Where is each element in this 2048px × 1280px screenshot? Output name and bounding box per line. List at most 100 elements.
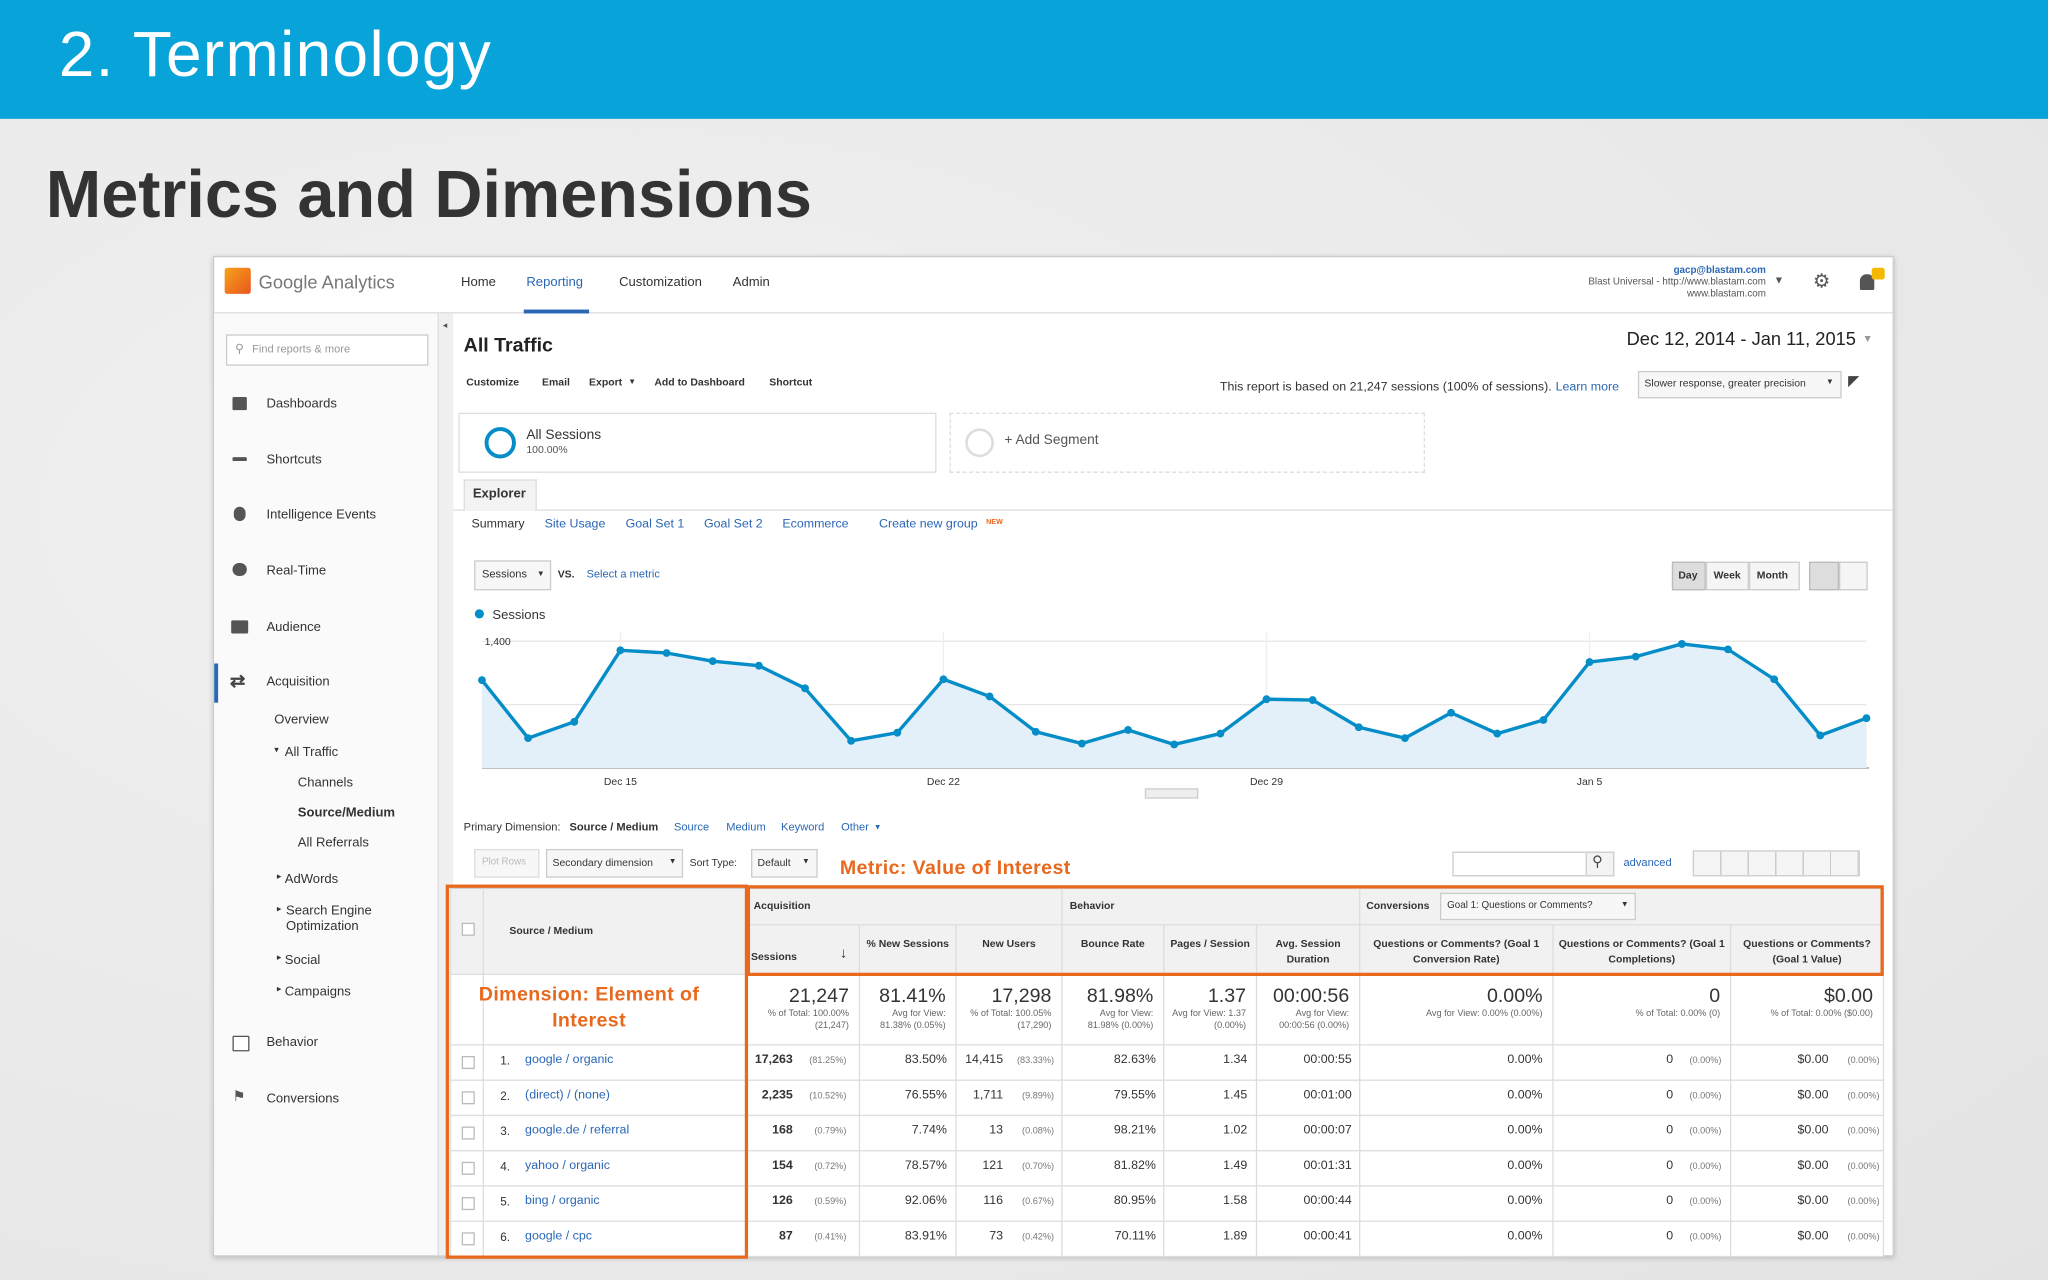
toolbar-item[interactable]: Customize [466, 376, 520, 388]
header-bar [0, 0, 2048, 119]
toolbar-item[interactable]: Export [589, 376, 623, 388]
subtab[interactable]: Summary [471, 517, 525, 532]
sidebar-item[interactable]: Search Engine Optimization [286, 903, 372, 934]
dimension-option[interactable]: Source [673, 820, 710, 834]
row-share: (0.70%) [1022, 1162, 1055, 1172]
row-value: 1,711 [972, 1087, 1004, 1103]
subtab[interactable]: Site Usage [544, 517, 606, 532]
segment-slot[interactable] [949, 412, 1425, 473]
row-share: (0.00%) [1847, 1091, 1880, 1102]
sidebar-item[interactable]: Campaigns [284, 984, 351, 1000]
total-value: 00:00:56 [1272, 984, 1350, 1008]
row-share: (0.42%) [1022, 1232, 1055, 1243]
advanced[interactable]: advanced [1623, 855, 1672, 869]
sidebar-item[interactable]: Channels [297, 775, 353, 791]
row-value: 00:00:41 [1303, 1229, 1352, 1244]
toolbar-item[interactable]: Email [542, 376, 570, 388]
row-value: 126 [772, 1193, 793, 1209]
plot-rows: Plot Rows [481, 855, 527, 868]
icon [232, 1035, 250, 1052]
chart-type-button[interactable] [1839, 561, 1868, 591]
logo-icon [224, 267, 251, 294]
icon [232, 562, 247, 576]
segment[interactable] [458, 412, 937, 473]
caret: ▾ [274, 745, 279, 755]
sidebar-collapse[interactable] [437, 313, 454, 1256]
sidebar-item[interactable]: Social [284, 953, 321, 968]
sidebar-item[interactable]: All Traffic [284, 745, 339, 761]
account-email[interactable]: gacp@blastam.com [1673, 263, 1766, 276]
dimension-option[interactable]: Medium [726, 820, 766, 834]
sidebar-item[interactable]: Dashboards [266, 397, 337, 412]
interval-button[interactable] [1748, 561, 1800, 591]
row-value: 76.55% [904, 1087, 947, 1103]
sidebar-item[interactable]: Acquisition [266, 675, 330, 690]
nav-item[interactable]: Customization [619, 275, 702, 290]
sidebar-item[interactable]: Shortcuts [266, 453, 322, 468]
interval-button[interactable] [1705, 561, 1749, 591]
search-box[interactable] [225, 334, 429, 366]
row-share: (0.00%) [1847, 1232, 1880, 1243]
add-segment[interactable]: + Add Segment [1004, 432, 1099, 448]
view-buttons[interactable] [1692, 850, 1860, 877]
sidebar-item[interactable]: Real-Time [266, 564, 327, 579]
nav-item[interactable]: Home [461, 275, 496, 290]
total-subtext: % of Total: 100.05% (17,290) [970, 1009, 1052, 1031]
dimension-option[interactable]: Other [841, 820, 869, 834]
row-share: (0.00%) [1689, 1162, 1722, 1172]
chart-type-button[interactable] [1808, 561, 1840, 591]
row-dimension: google / cpc [525, 1229, 592, 1244]
row-value: 0 [1666, 1087, 1674, 1103]
row-dimension: (direct) / (none) [525, 1087, 610, 1103]
toolbar-item[interactable]: Shortcut [769, 376, 813, 388]
row-rank: 6. [500, 1230, 511, 1244]
sidebar-item[interactable]: Source/Medium [297, 805, 396, 821]
sidebar-item[interactable]: Intelligence Events [266, 508, 377, 523]
sidebar-item[interactable]: All Referrals [297, 835, 369, 851]
secondary-dimension: Secondary dimension [552, 856, 653, 869]
sidebar-item[interactable]: Audience [266, 620, 321, 635]
nav-item[interactable]: Reporting [526, 275, 583, 290]
search-button[interactable] [1585, 851, 1615, 877]
account-property[interactable]: Blast Universal - http://www.blastam.com [1588, 275, 1766, 288]
row-value: 83.50% [904, 1052, 947, 1068]
dimension-option[interactable]: Keyword [781, 820, 825, 834]
interval-button[interactable] [1671, 561, 1706, 591]
sidebar-item[interactable]: Behavior [266, 1035, 318, 1051]
report-title: All Traffic [463, 334, 553, 357]
divider [453, 509, 1893, 511]
sort-dropdown[interactable] [751, 848, 818, 878]
sidebar-item[interactable]: Overview [274, 713, 329, 728]
precision-dropdown[interactable] [1637, 370, 1842, 399]
select-metric[interactable]: Select a metric [586, 566, 660, 580]
precision-icon: ◤ [1848, 373, 1860, 390]
bell-icon[interactable] [1859, 274, 1875, 290]
caret: ▸ [276, 953, 282, 963]
subtab[interactable]: Goal Set 2 [703, 517, 763, 532]
plot-rows-button[interactable] [474, 848, 540, 878]
secondary-dropdown[interactable] [545, 848, 684, 878]
account-view[interactable]: www.blastam.com [1686, 287, 1766, 300]
settings-icon[interactable]: ⚙ [1812, 270, 1831, 293]
toolbar-item[interactable]: Add to Dashboard [654, 376, 745, 388]
learn-more[interactable]: Learn more [1555, 380, 1620, 395]
subtab[interactable]: Ecommerce [782, 517, 849, 532]
date-range[interactable]: Dec 12, 2014 - Jan 11, 2015 [1626, 327, 1856, 349]
metric-dropdown[interactable] [474, 560, 552, 591]
sidebar-item[interactable]: AdWords [284, 872, 339, 887]
row-value: 78.57% [904, 1158, 947, 1173]
subtab[interactable]: Goal Set 1 [625, 517, 685, 532]
subtab[interactable]: Create new group [879, 517, 978, 532]
sidebar-item[interactable]: Conversions [266, 1091, 340, 1107]
column-header: Questions or Comments? (Goal 1 Value) [1743, 937, 1871, 966]
total-subtext: Avg for View: 81.38% (0.05%) [880, 1009, 946, 1031]
total-value: 1.37 [1207, 984, 1247, 1008]
nav-item[interactable]: Admin [732, 275, 770, 290]
row-value: 00:01:00 [1303, 1087, 1352, 1103]
tab[interactable] [463, 479, 537, 511]
row-share: (9.89%) [1022, 1091, 1055, 1102]
icon [231, 620, 249, 634]
total-subtext: Avg for View: 81.98% (0.00%) [1087, 1009, 1154, 1031]
sort: Default [757, 856, 791, 869]
metric-annotation: Metric: Value of Interest [839, 856, 1071, 880]
